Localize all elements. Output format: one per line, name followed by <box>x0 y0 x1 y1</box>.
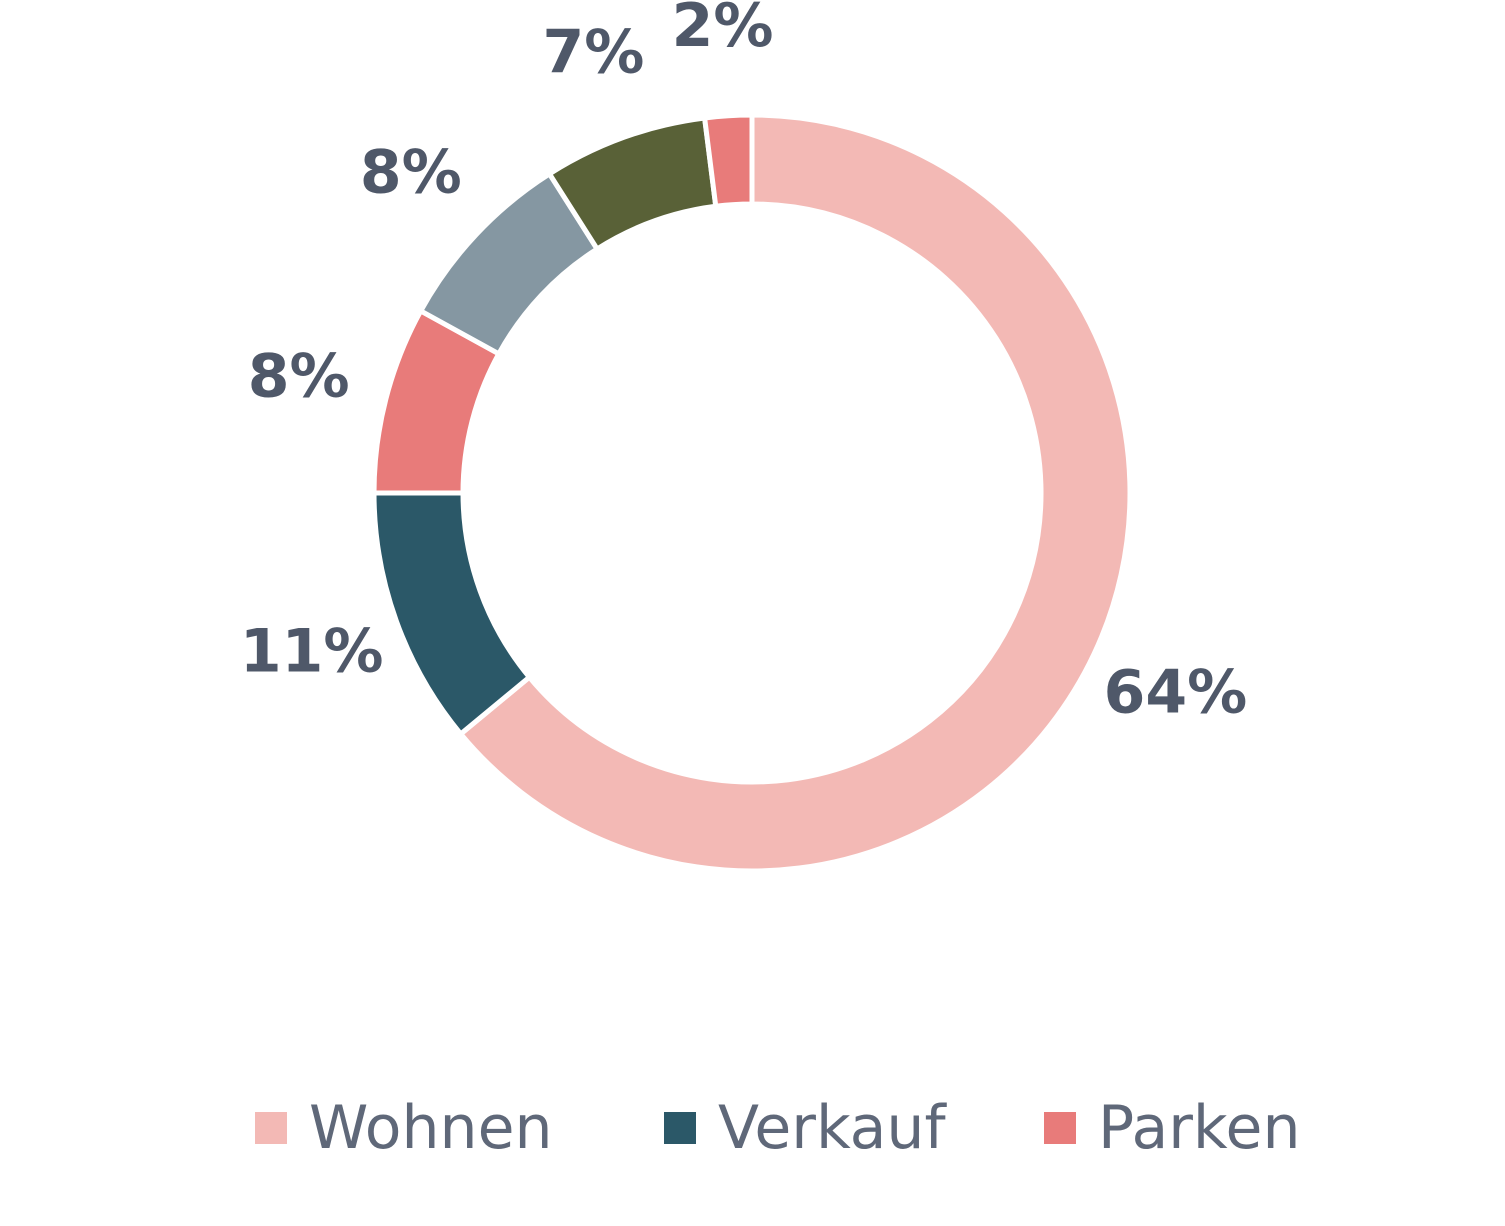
donut-slices <box>371 112 1133 874</box>
legend-label-1: Verkauf <box>718 1093 946 1163</box>
legend-item-1: Verkauf <box>664 1088 946 1168</box>
legend-label-0: Wohnen <box>309 1093 553 1163</box>
legend-label-2: Parken <box>1098 1093 1301 1163</box>
legend-item-2: Parken <box>1044 1088 1300 1168</box>
slice-1 <box>371 490 533 738</box>
legend-swatch-2 <box>1044 1112 1076 1144</box>
slice-label-0: 64% <box>1104 657 1248 727</box>
legend-swatch-1 <box>664 1112 696 1144</box>
slice-0 <box>457 112 1133 874</box>
slice-label-1: 11% <box>240 617 384 687</box>
slice-label-3: 8% <box>360 138 462 208</box>
slice-label-5: 2% <box>672 0 774 61</box>
legend-swatch-0 <box>255 1112 287 1144</box>
legend-item-0: Wohnen <box>255 1088 553 1168</box>
slice-5 <box>701 112 755 210</box>
slice-labels: 64% 11% 8% 8% 7% 2% <box>240 0 1247 727</box>
slice-label-4: 7% <box>543 18 645 88</box>
legend: Wohnen Verkauf Parken <box>0 1088 1505 1168</box>
slice-label-2: 8% <box>248 342 350 412</box>
